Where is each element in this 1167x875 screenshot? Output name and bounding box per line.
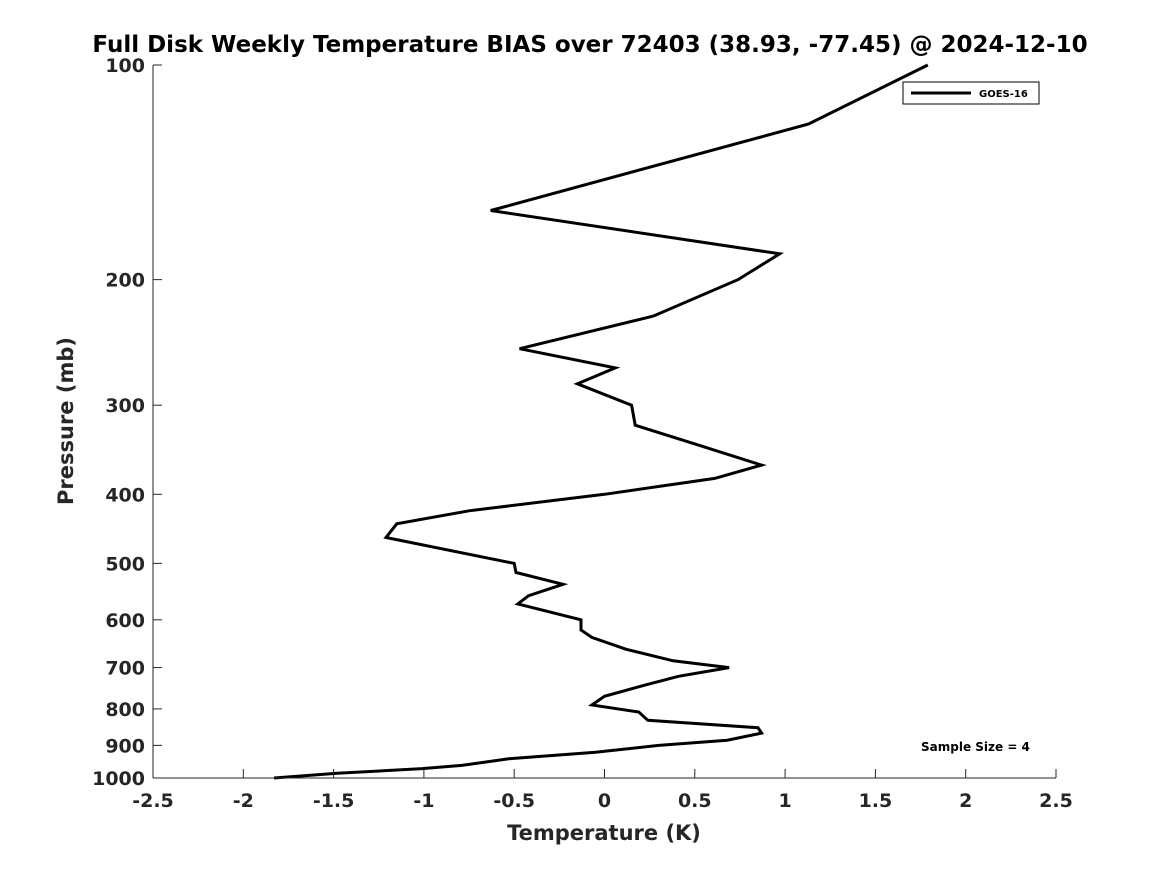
x-tick-label: -1 (413, 790, 434, 812)
x-tick-label: 0.5 (678, 790, 712, 812)
y-tick-label: 300 (105, 395, 145, 417)
chart-title: Full Disk Weekly Temperature BIAS over 7… (92, 32, 1087, 58)
legend: GOES-16 (902, 81, 1040, 105)
y-tick-label: 500 (105, 553, 145, 575)
y-tick-label: 600 (105, 610, 145, 632)
series-line-goes-16 (273, 63, 929, 780)
x-tick-label: 2 (959, 790, 972, 812)
x-tick-label: 2.5 (1039, 790, 1073, 812)
plot-area-background (153, 65, 1056, 778)
y-tick-label: 400 (105, 484, 145, 506)
y-tick-label: 1000 (92, 768, 145, 790)
x-tick-label: 0 (598, 790, 611, 812)
x-tick-label: 1.5 (859, 790, 893, 812)
sample-size-annotation: Sample Size = 4 (921, 740, 1030, 754)
y-tick-label: 700 (105, 658, 145, 680)
y-tick-label: 100 (105, 55, 145, 77)
y-tick-label: 900 (105, 735, 145, 757)
x-axis-label: Temperature (K) (507, 821, 701, 845)
y-ticks: 100 200 300 400 500 600 700 800 900 1000 (92, 55, 162, 790)
y-tick-label: 800 (105, 699, 145, 721)
y-tick-label: 200 (105, 270, 145, 292)
x-tick-label: -0.5 (493, 790, 535, 812)
x-tick-label: -2.5 (132, 790, 174, 812)
x-tick-label: 1 (778, 790, 791, 812)
legend-label-goes-16: GOES-16 (979, 89, 1028, 100)
plot-area (153, 65, 1056, 778)
y-axis-label: Pressure (mb) (54, 337, 78, 505)
x-ticks: -2.5 -2 -1.5 -1 -0.5 0 0.5 1 1.5 2 2.5 (132, 769, 1073, 812)
x-tick-label: -1.5 (313, 790, 355, 812)
x-tick-label: -2 (233, 790, 254, 812)
